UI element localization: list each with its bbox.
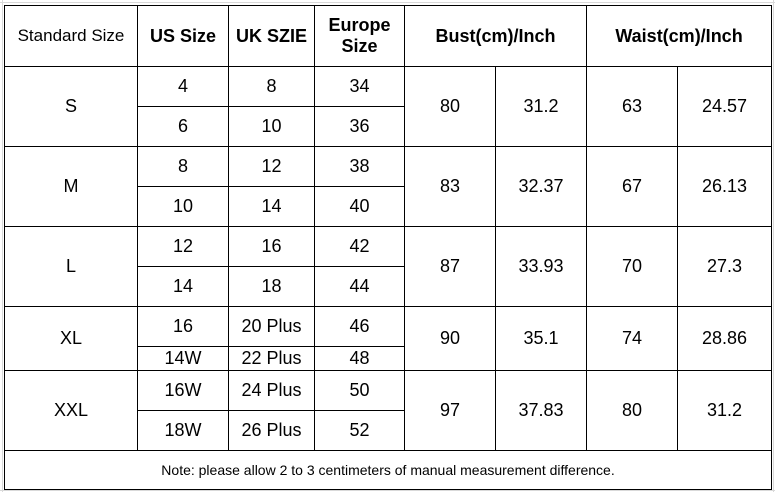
- bust-cm-cell: 90: [404, 306, 496, 371]
- header-waist: Waist(cm)/Inch: [586, 5, 773, 67]
- header-europe-size: Europe Size: [314, 5, 405, 67]
- us-size-cell: 12: [137, 226, 229, 267]
- header-europe-line1: Europe: [328, 15, 391, 36]
- us-size-cell: 16W: [137, 370, 229, 411]
- header-us-size: US Size: [137, 5, 229, 67]
- standard-size-cell: M: [4, 146, 138, 227]
- us-size-cell: 4: [137, 66, 229, 107]
- bust-cm-cell: 83: [404, 146, 496, 227]
- size-chart-table: Standard Size US Size UK SZIE Europe Siz…: [3, 5, 773, 490]
- waist-cm-cell: 67: [586, 146, 679, 227]
- header-europe-line2: Size: [341, 36, 378, 56]
- europe-size-cell: 50: [314, 370, 405, 411]
- uk-size-cell: 16: [228, 226, 315, 267]
- waist-inch-cell: 31.2: [677, 370, 773, 451]
- europe-size-cell: 44: [314, 266, 405, 307]
- us-size-cell: 14: [137, 266, 229, 307]
- uk-size-cell: 10: [228, 106, 315, 147]
- table-row: 14W 22 Plus 48: [5, 346, 772, 371]
- bust-cm-cell: 87: [404, 226, 496, 307]
- bust-inch-cell: 35.1: [494, 306, 588, 371]
- standard-size-cell: S: [4, 66, 138, 147]
- uk-size-cell: 26 Plus: [228, 410, 315, 451]
- standard-size-cell: XL: [4, 306, 138, 371]
- uk-size-cell: 22 Plus: [228, 346, 315, 371]
- note-row: Note: please allow 2 to 3 centimeters of…: [3, 450, 773, 490]
- header-row: Standard Size US Size UK SZIE Europe Siz…: [4, 5, 773, 67]
- header-standard-size: Standard Size: [4, 5, 138, 67]
- europe-size-cell: 48: [314, 346, 405, 371]
- europe-size-cell: 34: [314, 66, 405, 107]
- europe-size-cell: 36: [314, 106, 405, 147]
- uk-size-cell: 12: [228, 146, 315, 187]
- europe-size-cell: 38: [314, 146, 405, 187]
- bust-inch-cell: 37.83: [494, 370, 588, 451]
- us-size-cell: 16: [137, 306, 229, 347]
- waist-cm-cell: 63: [586, 66, 679, 147]
- waist-cm-cell: 74: [586, 306, 679, 371]
- us-size-cell: 14W: [137, 346, 229, 371]
- europe-size-cell: 40: [314, 186, 405, 227]
- header-bust: Bust(cm)/Inch: [403, 5, 588, 67]
- table-row: S 4 8 34 80 31.2 63 24.57: [4, 66, 773, 147]
- table-row: 6 10 36: [5, 106, 772, 147]
- uk-size-cell: 20 Plus: [228, 306, 315, 347]
- waist-inch-cell: 27.3: [677, 226, 773, 307]
- uk-size-cell: 8: [228, 66, 315, 107]
- uk-size-cell: 24 Plus: [228, 370, 315, 411]
- table-row: 14 18 44: [5, 266, 772, 307]
- standard-size-cell: XXL: [4, 370, 138, 451]
- waist-inch-cell: 28.86: [677, 306, 773, 371]
- waist-cm-cell: 70: [586, 226, 679, 307]
- us-size-cell: 6: [137, 106, 229, 147]
- table-row: XL 16 20 Plus 46 90 35.1 74 28.86: [4, 306, 773, 371]
- table-row: L 12 16 42 87 33.93 70 27.3: [4, 226, 773, 307]
- measurement-note: Note: please allow 2 to 3 centimeters of…: [3, 450, 773, 490]
- bust-inch-cell: 32.37: [494, 146, 588, 227]
- uk-size-cell: 18: [228, 266, 315, 307]
- bust-inch-cell: 31.2: [494, 66, 588, 147]
- standard-size-cell: L: [4, 226, 138, 307]
- uk-size-cell: 14: [228, 186, 315, 227]
- europe-size-cell: 42: [314, 226, 405, 267]
- table-row: 10 14 40: [5, 186, 772, 227]
- table-row: XXL 16W 24 Plus 50 97 37.83 80 31.2: [4, 370, 773, 451]
- bust-cm-cell: 80: [404, 66, 496, 147]
- us-size-cell: 10: [137, 186, 229, 227]
- europe-size-cell: 52: [314, 410, 405, 451]
- waist-inch-cell: 24.57: [677, 66, 773, 147]
- header-uk-size: UK SZIE: [228, 5, 315, 67]
- us-size-cell: 18W: [137, 410, 229, 451]
- bust-cm-cell: 97: [404, 370, 496, 451]
- waist-cm-cell: 80: [586, 370, 679, 451]
- table-row: M 8 12 38 83 32.37 67 26.13: [4, 146, 773, 227]
- europe-size-cell: 46: [314, 306, 405, 347]
- bust-inch-cell: 33.93: [494, 226, 588, 307]
- waist-inch-cell: 26.13: [677, 146, 773, 227]
- us-size-cell: 8: [137, 146, 229, 187]
